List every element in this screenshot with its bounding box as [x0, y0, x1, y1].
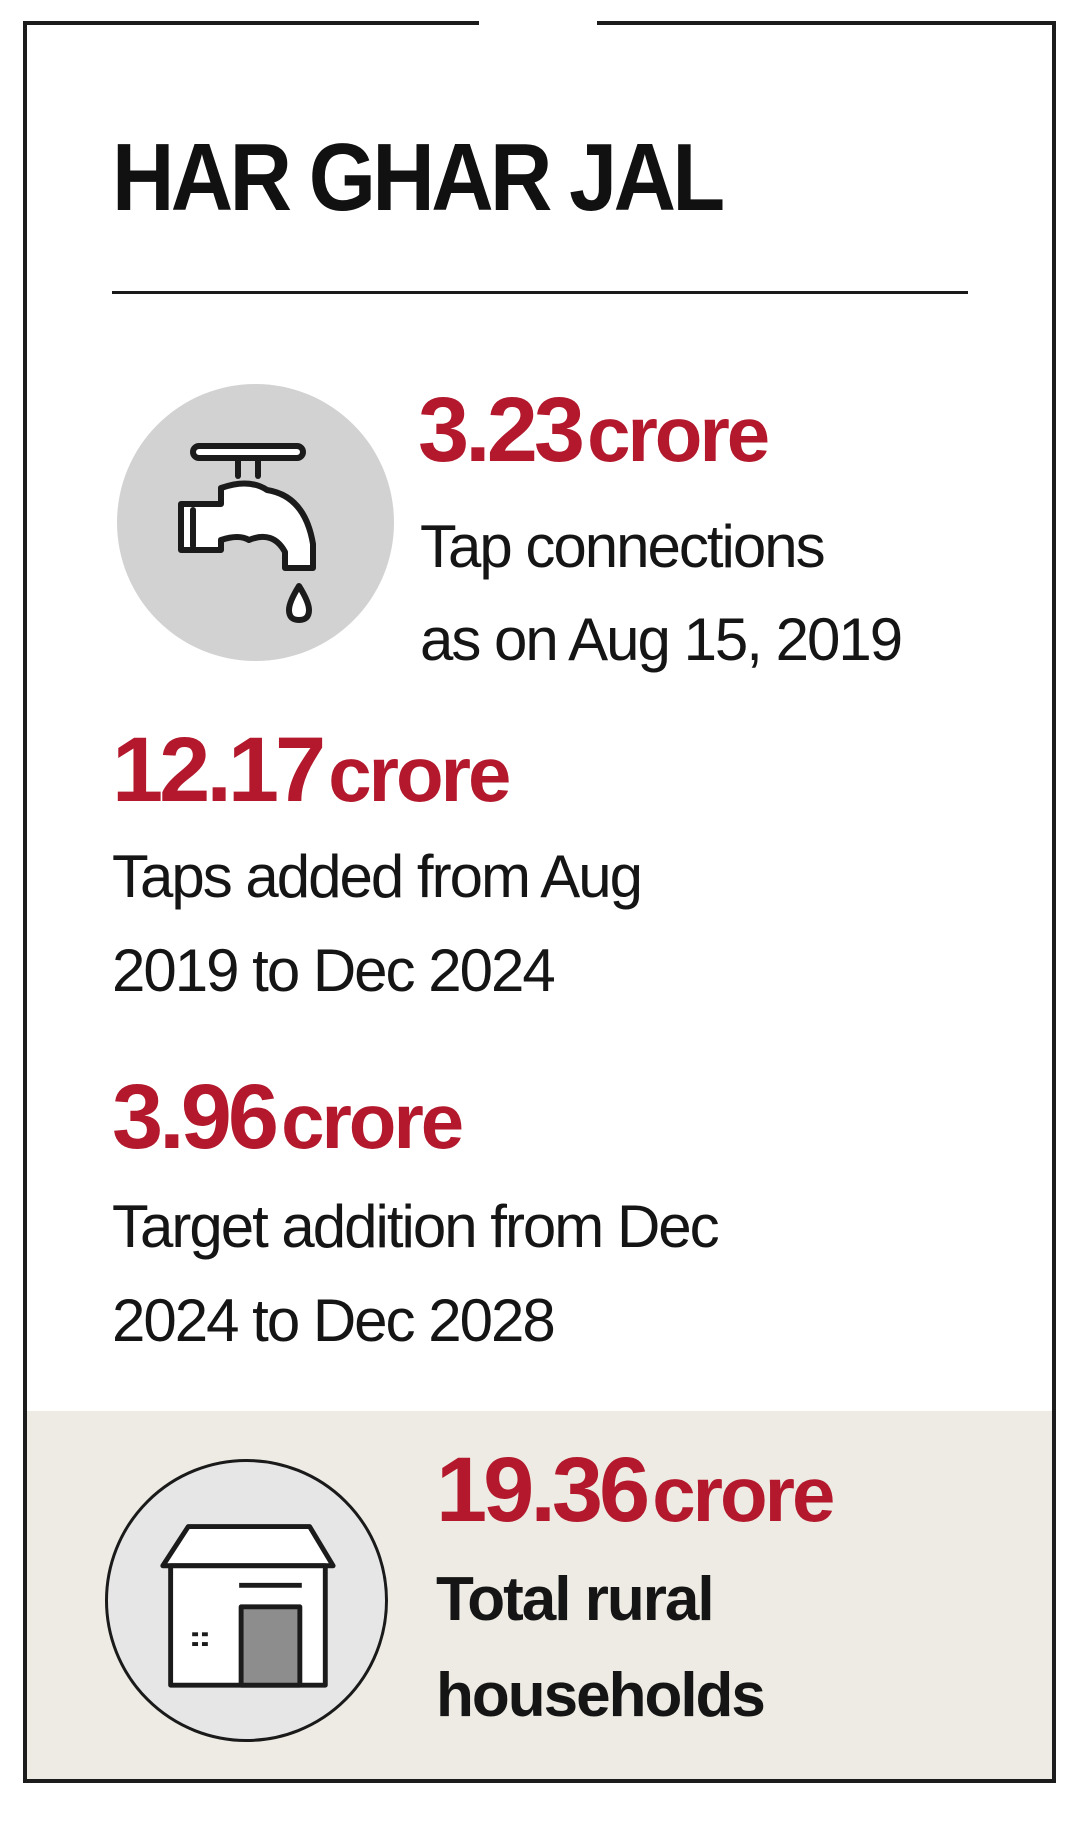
tap-connections-unit: crore [587, 390, 770, 478]
title-divider [112, 291, 968, 294]
tap-icon [117, 384, 394, 661]
target-addition-number: 3.96 [112, 1066, 279, 1168]
taps-added-label-line1: Taps added from Aug [112, 843, 643, 910]
rural-households-value: 19.36crore [436, 1444, 835, 1538]
frame-top-gap [479, 14, 597, 30]
rural-households-number: 19.36 [436, 1439, 650, 1541]
house-icon [105, 1459, 388, 1742]
target-addition-unit: crore [281, 1077, 464, 1165]
target-addition-label-line2: 2024 to Dec 2028 [112, 1287, 556, 1354]
rural-households-label-line2: households [436, 1661, 766, 1730]
target-addition-value: 3.96crore [112, 1071, 464, 1165]
infographic-title: HAR GHAR JAL [112, 124, 725, 231]
tap-connections-value: 3.23crore [418, 384, 770, 478]
taps-added-number: 12.17 [112, 719, 326, 821]
tap-connections-number: 3.23 [418, 379, 585, 481]
taps-added-label-line2: 2019 to Dec 2024 [112, 937, 556, 1004]
target-addition-label-line1: Target addition from Dec [112, 1193, 720, 1260]
rural-households-unit: crore [652, 1450, 835, 1538]
tap-connections-label-line1: Tap connections [420, 513, 826, 580]
rural-households-label-line1: Total rural [436, 1565, 715, 1634]
taps-added-value: 12.17crore [112, 724, 511, 818]
taps-added-unit: crore [328, 730, 511, 818]
tap-connections-label-line2: as on Aug 15, 2019 [420, 606, 903, 673]
